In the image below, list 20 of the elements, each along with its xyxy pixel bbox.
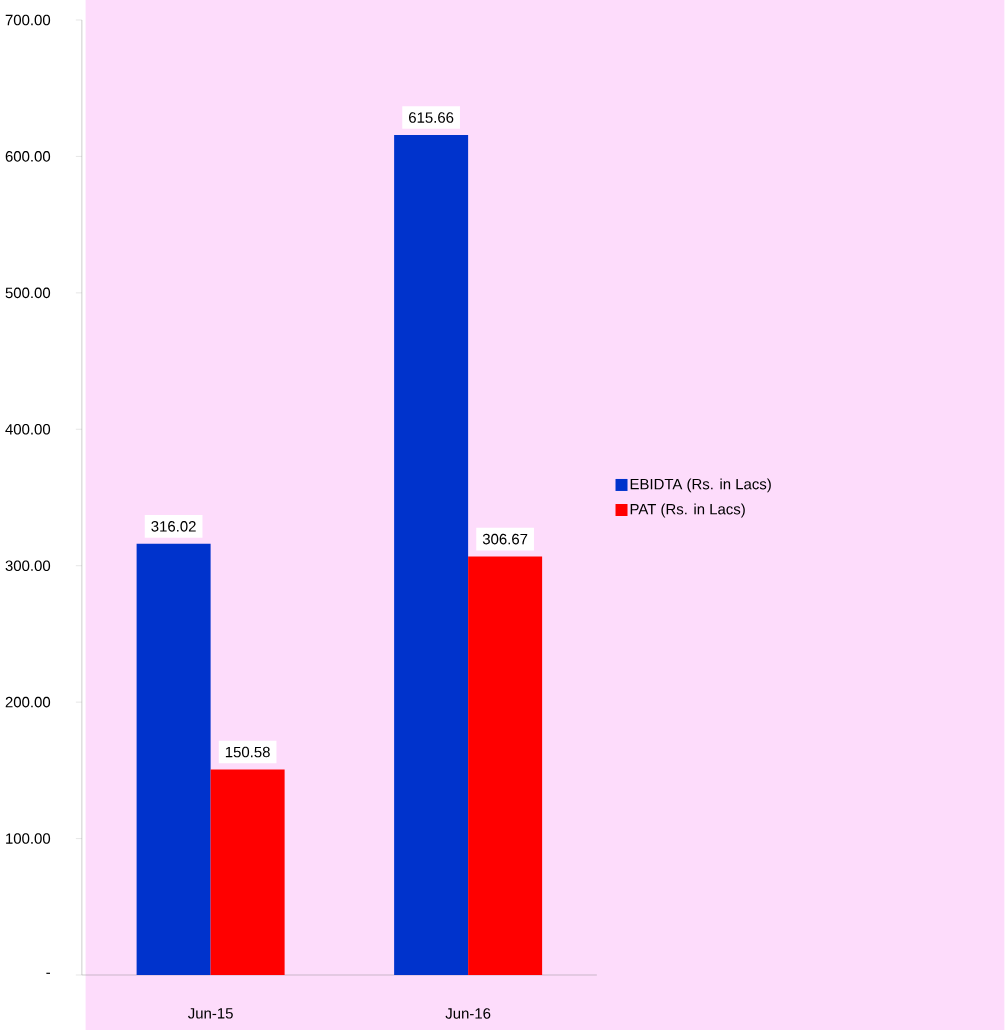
x-tick-label: Jun-15 xyxy=(188,1008,234,1019)
legend-label: PAT (Rs. in Lacs) xyxy=(630,503,745,518)
y-tick-label: - xyxy=(46,972,51,974)
bar xyxy=(210,769,285,975)
y-tick-label: 100.00 xyxy=(6,833,51,844)
y-tick-label: 600.00 xyxy=(5,151,51,162)
y-tick-label: 400.00 xyxy=(5,423,51,435)
data-label: 615.66 xyxy=(409,112,454,123)
bar xyxy=(468,556,543,975)
data-label: 150.58 xyxy=(226,746,270,758)
y-tick-label: 700.00 xyxy=(5,14,51,26)
bar xyxy=(136,543,211,975)
y-tick-label: 300.00 xyxy=(5,560,51,571)
y-tick-label: 200.00 xyxy=(5,696,51,708)
y-tick-label: 500.00 xyxy=(5,287,51,299)
data-label: 306.67 xyxy=(483,533,528,545)
x-tick-label: Jun-16 xyxy=(445,1008,491,1019)
bar xyxy=(394,135,469,975)
legend-label: EBIDTA (Rs. in Lacs) xyxy=(630,478,772,493)
data-label: 316.02 xyxy=(151,521,196,532)
